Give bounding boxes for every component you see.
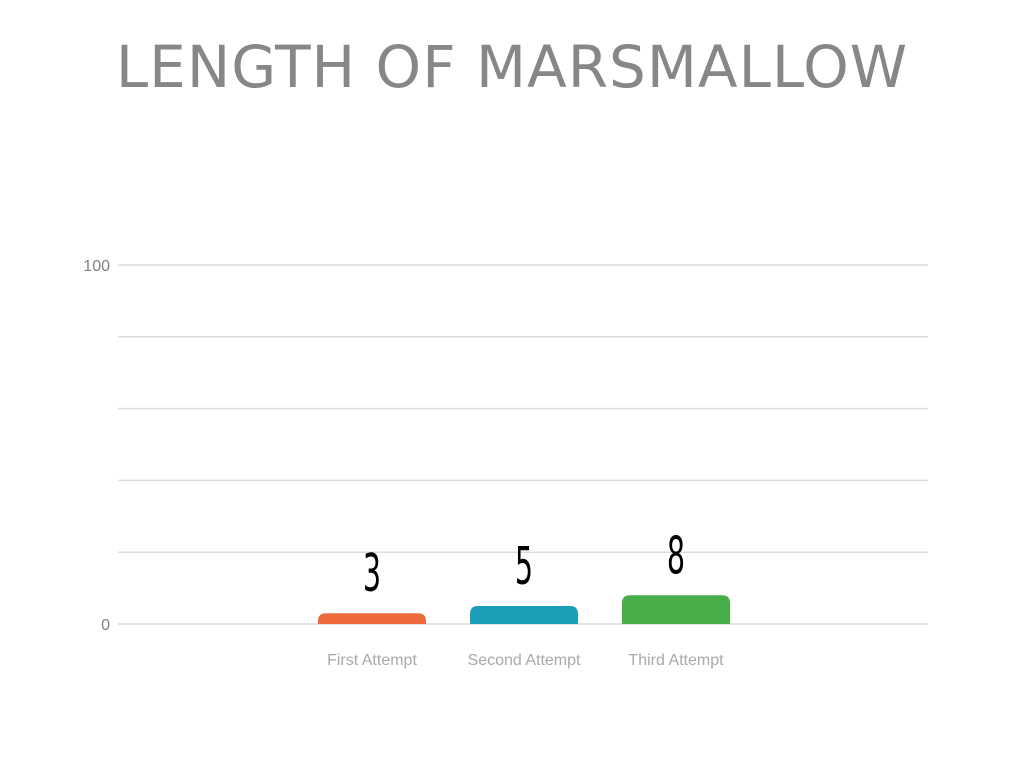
data-label-3: 8	[667, 525, 685, 586]
category-label-3: Third Attempt	[628, 652, 724, 669]
bar-2	[470, 606, 578, 624]
category-label-2: Second Attempt	[468, 652, 582, 669]
bar-1	[318, 613, 426, 624]
data-labels: 3 5 8	[363, 525, 685, 604]
chart-title: LENGTH OF MARSMALLOW	[115, 33, 909, 101]
gridlines	[118, 264, 928, 625]
y-tick-label-0: 0	[101, 617, 110, 634]
bar-3	[622, 595, 730, 624]
bars	[318, 595, 730, 624]
y-axis-ticks: 0 100	[83, 258, 110, 634]
category-label-1: First Attempt	[327, 652, 417, 669]
data-label-2: 5	[515, 536, 533, 597]
x-axis-categories: First Attempt Second Attempt Third Attempt	[327, 652, 724, 669]
y-tick-label-1: 100	[83, 258, 110, 275]
data-label-1: 3	[363, 543, 381, 604]
